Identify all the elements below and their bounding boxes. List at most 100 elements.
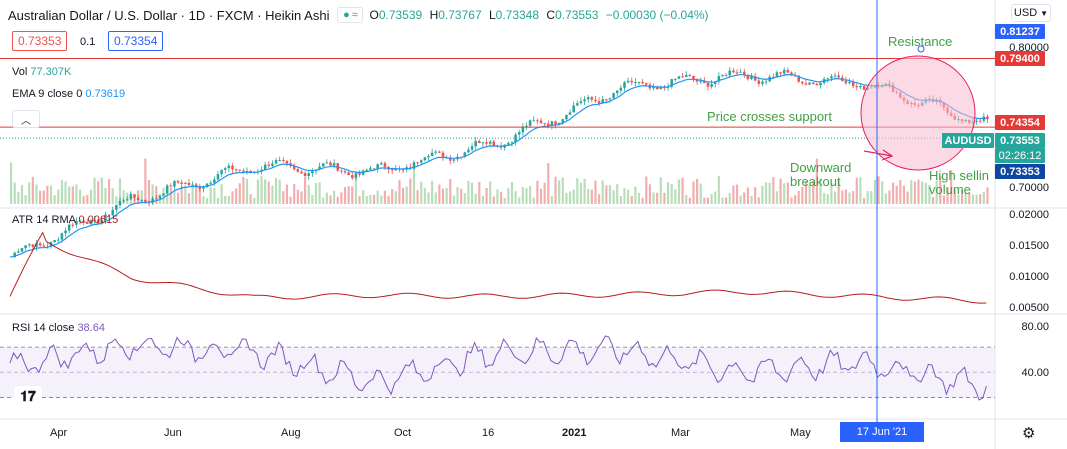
- candle-body: [975, 120, 978, 122]
- volume-bar: [49, 185, 53, 204]
- candle-body: [151, 198, 154, 203]
- volume-bar: [910, 180, 913, 204]
- volume-bar: [409, 178, 412, 204]
- resistance-annotation[interactable]: Resistance: [888, 34, 953, 49]
- rsi-legend[interactable]: RSI 14 close 38.64: [12, 322, 105, 334]
- volume-bar: [17, 191, 20, 204]
- volume-bar: [732, 185, 735, 204]
- candle-body: [155, 198, 158, 200]
- volume-bar: [598, 194, 601, 204]
- volume-bar: [423, 187, 426, 204]
- volume-bar: [427, 192, 430, 204]
- volume-bar: [608, 185, 612, 204]
- candle-body: [332, 163, 336, 166]
- candle-body: [27, 244, 31, 246]
- volume-bar: [877, 176, 880, 204]
- candle-body: [35, 243, 38, 247]
- volume-bar: [964, 192, 967, 204]
- selling-annotation-line2[interactable]: volume: [929, 182, 971, 197]
- volume-bar: [812, 181, 815, 204]
- candle-body: [390, 169, 394, 171]
- candle-body: [187, 182, 191, 186]
- volume-bar: [931, 197, 935, 204]
- ema-legend[interactable]: EMA 9 close 0 0.73619: [12, 88, 126, 100]
- volume-bar: [739, 195, 742, 204]
- volume-bar: [728, 193, 731, 204]
- candle-body: [743, 71, 746, 75]
- candle-body: [710, 84, 713, 87]
- candle-body: [615, 90, 619, 94]
- volume-bar: [24, 195, 27, 204]
- volume-bar: [543, 182, 546, 204]
- candle-body: [325, 162, 329, 164]
- volume-bar: [485, 188, 488, 204]
- volume-bar: [289, 196, 292, 204]
- candle-body: [245, 170, 249, 173]
- volume-legend[interactable]: Vol 77.307K: [12, 66, 72, 78]
- volume-bar: [347, 186, 350, 204]
- breakout-annotation-line2[interactable]: breakout: [790, 174, 841, 189]
- volume-bar: [169, 187, 172, 204]
- volume-bar: [558, 180, 561, 204]
- candle-body: [790, 72, 793, 76]
- candle-body: [659, 87, 663, 90]
- volume-bar: [815, 158, 818, 204]
- symbol-title[interactable]: Australian Dollar / U.S. Dollar · 1D · F…: [8, 7, 330, 23]
- candle-body: [801, 81, 804, 84]
- volume-bar: [449, 178, 452, 204]
- volume-bar: [525, 188, 528, 204]
- volume-bar: [641, 197, 644, 204]
- candle-body: [383, 163, 387, 168]
- volume-bar: [685, 195, 688, 204]
- volume-bar: [10, 162, 13, 204]
- volume-bar: [746, 187, 749, 204]
- volume-bar: [20, 185, 24, 204]
- candle-body: [129, 194, 133, 200]
- candle-body: [372, 168, 376, 170]
- candle-body: [634, 81, 637, 83]
- candle-body: [329, 162, 332, 166]
- volume-bar: [568, 191, 572, 204]
- volume-bar: [478, 181, 481, 204]
- volume-bar: [968, 192, 971, 204]
- time-axis-label: Aug: [281, 427, 301, 439]
- volume-bar: [267, 181, 270, 204]
- candle-body: [419, 160, 423, 163]
- candle-body: [180, 182, 183, 184]
- volume-bar: [402, 187, 405, 204]
- market-status-button[interactable]: ● ≈: [337, 7, 364, 23]
- gear-icon[interactable]: ⚙: [1022, 425, 1036, 442]
- candle-body: [819, 82, 822, 86]
- candle-body: [565, 114, 568, 120]
- candle-body: [285, 160, 289, 164]
- buy-button[interactable]: 0.73354: [108, 31, 164, 51]
- currency-select[interactable]: USD ▼: [1011, 4, 1051, 22]
- volume-bar: [521, 187, 524, 204]
- candle-body: [271, 163, 274, 166]
- support-annotation[interactable]: Price crosses support: [707, 109, 832, 124]
- volume-bar: [463, 193, 466, 204]
- volume-bar: [830, 183, 833, 204]
- volume-bar: [155, 186, 158, 204]
- breakout-annotation-line1[interactable]: Downward: [790, 160, 852, 175]
- volume-bar: [264, 179, 267, 204]
- collapse-legend-button[interactable]: ︿: [12, 110, 40, 128]
- volume-bar: [714, 191, 717, 204]
- volume-bar: [173, 191, 176, 204]
- candle-body: [267, 164, 271, 166]
- volume-bar: [300, 191, 303, 204]
- volume-bar: [445, 187, 448, 204]
- atr-legend[interactable]: ATR 14 RMA 0.00615: [12, 214, 119, 226]
- sell-button[interactable]: 0.73353: [12, 31, 68, 51]
- candle-body: [735, 72, 739, 74]
- volume-bar: [78, 189, 82, 204]
- candle-body: [721, 75, 724, 77]
- time-axis-label: Oct: [394, 427, 412, 439]
- selling-annotation-line1[interactable]: High sellin: [929, 168, 989, 183]
- candle-body: [859, 85, 862, 88]
- tradingview-logo-icon[interactable]: 𝟏𝟕: [14, 386, 42, 408]
- candle-body: [343, 171, 347, 173]
- highlight-circle: [860, 55, 976, 171]
- volume-bar: [325, 192, 328, 204]
